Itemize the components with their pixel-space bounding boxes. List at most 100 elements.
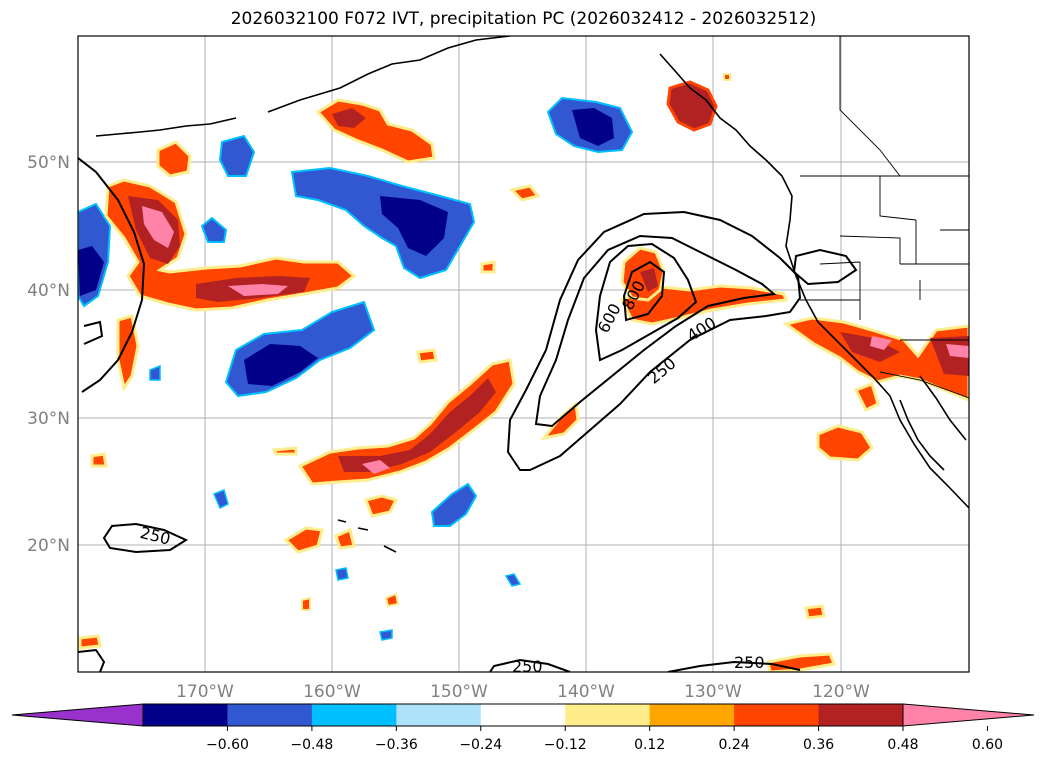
ivt-contour-400 <box>534 234 777 428</box>
colorbar-segment <box>565 704 651 726</box>
colorbar-tick-label: −0.24 <box>459 737 502 753</box>
colorbar-segment <box>396 704 482 726</box>
colorbar-segment <box>649 704 735 726</box>
pos-region-hawaii <box>283 526 324 554</box>
pos-region-small-i <box>766 652 837 672</box>
pos-region-small-d <box>416 348 438 364</box>
baja-coast <box>899 399 945 471</box>
ivt-contours <box>78 157 858 672</box>
longitude-labels: 170°W 160°W 150°W 140°W 130°W 120°W <box>176 682 870 702</box>
coastlines <box>95 36 969 553</box>
colorbar-tick-label: −0.12 <box>544 737 587 753</box>
alaska-coast <box>267 36 511 113</box>
pos-region-small-h <box>78 634 102 650</box>
neg-region-small-6 <box>335 567 349 581</box>
state-lines <box>800 176 969 341</box>
pos-region-small-north <box>156 140 192 178</box>
map-title: 2026032100 F072 IVT, precipitation PC (2… <box>230 9 817 29</box>
contour-label-250-southeast: 250 <box>734 653 765 672</box>
pos-region-small-c <box>480 260 496 274</box>
pos-region-california-pink <box>870 336 969 358</box>
pos-region-small-b <box>509 184 541 202</box>
negative-anomaly-regions <box>78 96 634 641</box>
pos-region-north-central-dark <box>332 108 366 128</box>
pos-region-diagonal-pink <box>362 460 390 474</box>
pos-region-small-j <box>384 592 400 608</box>
pos-region-diagonal <box>297 358 516 486</box>
colorbar-segment <box>818 704 904 726</box>
ivt-contour-250-southeast <box>667 660 801 672</box>
contour-label-250-south: 250 <box>512 657 543 676</box>
pos-region-small-g <box>804 604 826 620</box>
colorbar-tick-label: 0.12 <box>634 737 665 753</box>
neg-region-subtropical-core <box>244 344 318 386</box>
lon-label-150w: 150°W <box>430 682 488 702</box>
colorbar-segment <box>311 704 397 726</box>
colorbar-tick-label: 0.36 <box>803 737 834 753</box>
contour-label-250-main: 250 <box>644 354 680 388</box>
colorbar-tick-label: 0.48 <box>887 737 918 753</box>
colorbar-tick-label: 0.60 <box>972 737 1003 753</box>
map-frame <box>77 35 970 673</box>
lon-label-170w: 170°W <box>176 682 234 702</box>
pos-region-small-e <box>90 452 108 468</box>
pos-region-jet-north-dark <box>640 268 658 292</box>
colorbar-segment <box>143 704 228 726</box>
us-mexico-border <box>879 371 969 399</box>
neg-region-hawaii-ne <box>430 482 478 527</box>
pos-region-small-l <box>723 73 731 81</box>
neg-region-small-5 <box>504 573 522 587</box>
pos-region-baja-2 <box>853 382 880 413</box>
ivt-contour-west-edge-2 <box>83 320 104 345</box>
pos-region-north-central <box>315 98 436 164</box>
colorbar-segment-max-extend <box>902 703 1035 727</box>
colorbar-tick-label: −0.36 <box>375 737 418 753</box>
ivt-contour-us <box>792 248 858 286</box>
lon-label-120w: 120°W <box>812 682 870 702</box>
neg-region-central-north-core <box>380 196 448 256</box>
political-borders <box>800 36 969 399</box>
hawaii-islands <box>337 519 397 553</box>
lat-label-20n: 20°N <box>27 536 70 556</box>
contour-labels: 250 600 800 400 250 250 250 <box>138 277 765 676</box>
colorbar-tick-label: −0.48 <box>290 737 333 753</box>
map-area: 250 600 800 400 250 250 250 <box>78 36 969 676</box>
latitude-labels: 50°N 40°N 30°N 20°N <box>27 153 70 556</box>
ivt-contour-bottom-left <box>78 648 106 672</box>
lon-label-160w: 160°W <box>303 682 361 702</box>
colorbar-tick-label: −0.60 <box>206 737 249 753</box>
ivt-contour-600 <box>594 242 698 362</box>
lon-label-140w: 140°W <box>557 682 615 702</box>
ivt-contour-west-edge <box>78 157 146 393</box>
colorbar-segment <box>734 704 820 726</box>
lat-label-50n: 50°N <box>27 153 70 173</box>
pos-region-baja <box>816 424 874 462</box>
aleutians <box>95 117 237 137</box>
pos-region-west-ar-pink <box>142 206 174 248</box>
colorbar-segment <box>227 704 313 726</box>
neg-region-small-1 <box>218 134 256 177</box>
neg-region-small-3 <box>213 488 229 510</box>
colorbar-outline <box>142 703 904 727</box>
gulf-of-california <box>919 375 967 441</box>
pos-region-small-f <box>271 446 298 456</box>
pos-region-small-k <box>301 596 311 611</box>
bc-alberta-border <box>839 36 901 177</box>
lat-label-30n: 30°N <box>27 409 70 429</box>
ivt-contour-800 <box>622 260 666 322</box>
pos-region-hawaii-3 <box>334 527 356 550</box>
pos-region-diagonal-dark <box>338 378 496 472</box>
north-america-coast <box>659 53 969 509</box>
neg-region-small-2 <box>200 216 228 243</box>
ivt-contour-250-west <box>102 522 189 554</box>
neg-region-west-edge-core <box>78 246 104 296</box>
neg-region-ak-gulf-core <box>572 108 614 146</box>
colorbar-segment <box>480 704 566 726</box>
lat-label-40n: 40°N <box>27 281 70 301</box>
colorbar: −0.60 −0.48 −0.36 −0.24 −0.12 0.12 0.24 0.36 0.4… <box>11 703 1035 753</box>
pos-region-west-ar-pink2 <box>228 284 288 296</box>
lon-label-130w: 130°W <box>684 682 742 702</box>
neg-region-small-4 <box>149 364 161 381</box>
ivt-contour-250-south <box>489 658 571 672</box>
